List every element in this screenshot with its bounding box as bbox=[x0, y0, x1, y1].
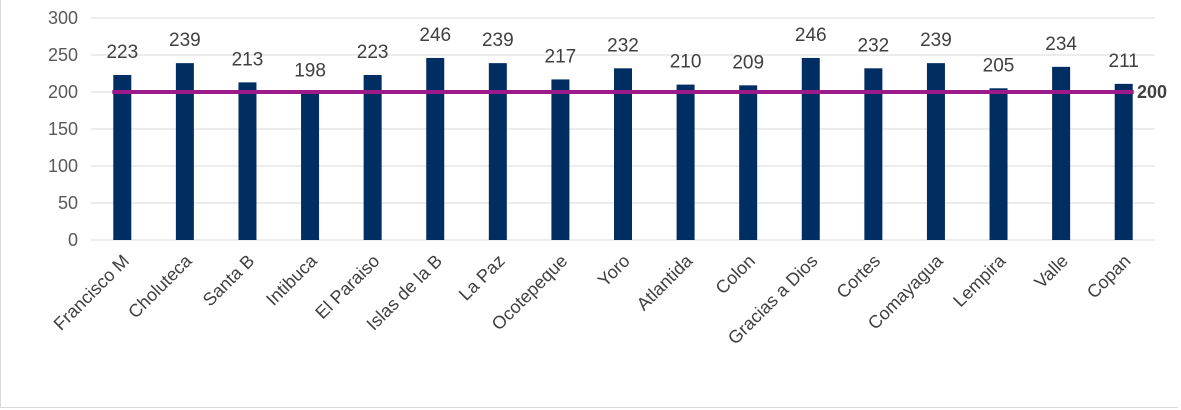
bar bbox=[426, 57, 445, 241]
data-labels: 223 239 213 198 223 246 239 217 232 210 209 246 232 2… bbox=[106, 25, 1138, 82]
data-label: 223 bbox=[357, 42, 389, 63]
x-category-label: Colon bbox=[712, 251, 759, 298]
bar bbox=[113, 74, 132, 240]
reference-line-group: 200 bbox=[112, 82, 1167, 102]
data-label: 213 bbox=[232, 49, 264, 70]
y-tick-label: 150 bbox=[48, 119, 78, 139]
y-tick-label: 100 bbox=[48, 156, 78, 176]
y-tick-label: 0 bbox=[68, 230, 78, 250]
bar bbox=[238, 82, 257, 240]
bar bbox=[989, 88, 1008, 240]
y-tick-label: 300 bbox=[48, 8, 78, 28]
data-label: 239 bbox=[920, 30, 952, 51]
x-category-label: Intibuca bbox=[262, 250, 321, 309]
bar bbox=[801, 57, 820, 241]
data-label: 217 bbox=[545, 46, 577, 67]
x-category-label: Atlantida bbox=[633, 250, 697, 314]
bar bbox=[175, 63, 194, 240]
x-category-label: Copan bbox=[1083, 251, 1135, 303]
data-label: 234 bbox=[1045, 34, 1077, 55]
y-tick-label: 250 bbox=[48, 45, 78, 65]
x-category-label: Francisco M bbox=[50, 251, 133, 334]
data-label: 205 bbox=[983, 55, 1015, 76]
bar bbox=[363, 74, 382, 240]
data-label: 198 bbox=[294, 60, 326, 81]
data-label: 232 bbox=[607, 35, 639, 56]
bar bbox=[1114, 83, 1133, 240]
x-category-label: Valle bbox=[1030, 251, 1072, 293]
data-label: 210 bbox=[670, 52, 702, 73]
x-category-label: Choluteca bbox=[124, 250, 196, 322]
data-label: 246 bbox=[795, 25, 827, 46]
y-axis-ticks: 0 50 100 150 200 250 300 bbox=[48, 8, 78, 250]
bar bbox=[488, 63, 507, 240]
bar bbox=[739, 85, 758, 240]
x-category-label: Cortes bbox=[833, 251, 885, 303]
data-label: 239 bbox=[169, 30, 201, 51]
data-label: 211 bbox=[1109, 51, 1139, 72]
data-label: 232 bbox=[858, 35, 890, 56]
data-label: 223 bbox=[106, 42, 138, 63]
bar bbox=[1052, 66, 1071, 240]
bars bbox=[113, 57, 1133, 241]
reference-line-label: 200 bbox=[1137, 82, 1167, 102]
bar bbox=[551, 79, 570, 240]
y-tick-label: 200 bbox=[48, 82, 78, 102]
bar bbox=[926, 63, 945, 240]
x-category-label: Yoro bbox=[594, 251, 634, 291]
bar bbox=[676, 84, 695, 240]
x-category-label: La Paz bbox=[455, 251, 509, 305]
bar bbox=[864, 68, 883, 240]
data-label: 246 bbox=[419, 25, 451, 46]
data-label: 209 bbox=[732, 52, 764, 73]
data-label: 239 bbox=[482, 30, 514, 51]
y-tick-label: 50 bbox=[58, 193, 78, 213]
bar bbox=[301, 93, 320, 240]
x-category-label: Santa B bbox=[199, 251, 258, 310]
x-category-label: Lempira bbox=[949, 250, 1010, 311]
bar bbox=[614, 68, 632, 240]
